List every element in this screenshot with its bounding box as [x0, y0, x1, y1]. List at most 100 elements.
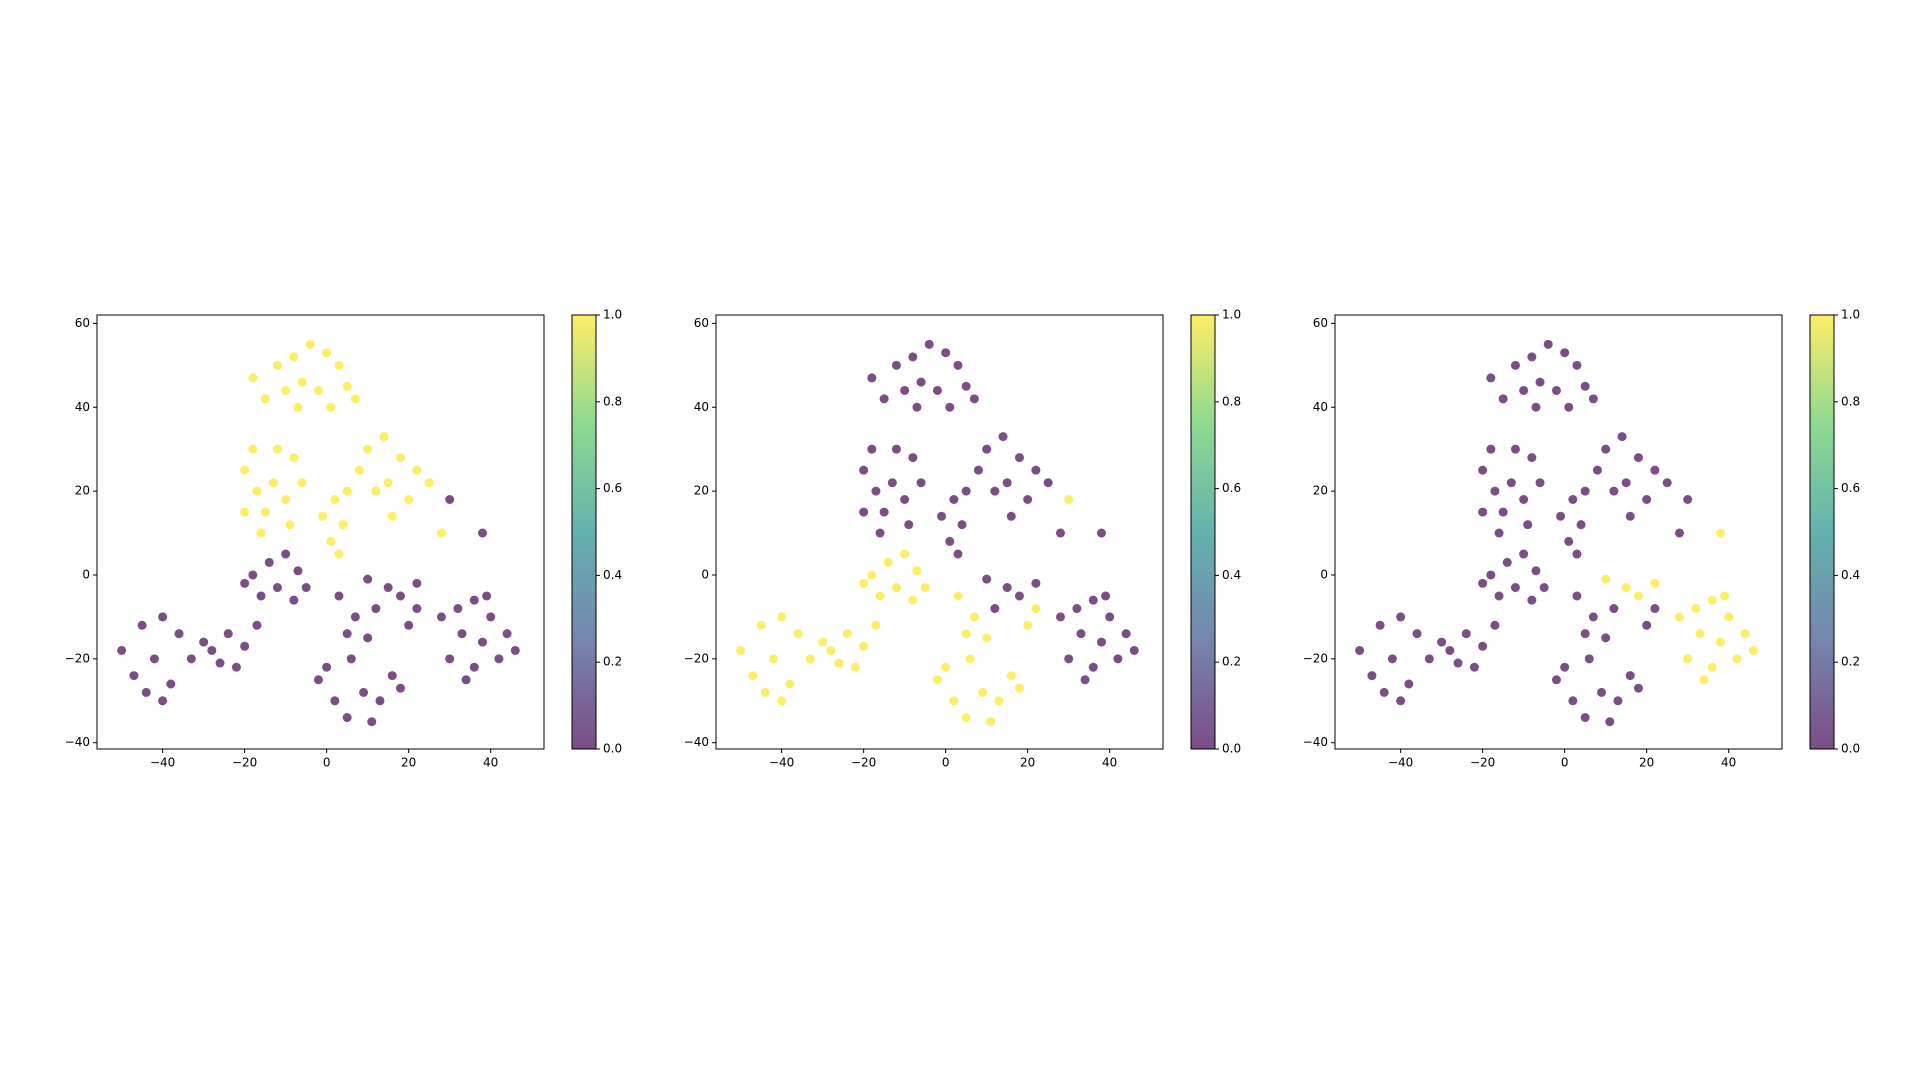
point [756, 620, 766, 630]
point [199, 637, 209, 647]
point [859, 465, 869, 475]
point [871, 486, 881, 496]
point [1088, 662, 1098, 672]
point [342, 629, 352, 639]
point [338, 520, 348, 530]
point [272, 360, 282, 370]
point [281, 549, 291, 559]
point [1396, 612, 1406, 622]
point [326, 536, 336, 546]
point [1551, 675, 1561, 685]
point [777, 696, 787, 706]
point [760, 687, 770, 697]
point [875, 591, 885, 601]
point [350, 612, 360, 622]
point [342, 486, 352, 496]
point [1113, 654, 1123, 664]
point [1580, 713, 1590, 723]
point [326, 402, 336, 412]
point [1683, 495, 1693, 505]
point [1486, 373, 1496, 383]
point [1080, 675, 1090, 685]
point [1412, 629, 1422, 639]
point [1609, 604, 1619, 614]
point [879, 507, 889, 517]
point [313, 675, 323, 685]
point [949, 495, 959, 505]
point [404, 495, 414, 505]
colorbar-tick-label: 0.6 [1222, 481, 1241, 495]
y-tick-label: 40 [75, 400, 90, 414]
y-tick-label: 0 [701, 567, 709, 581]
colorbar-tick-label: 0.8 [603, 394, 622, 408]
point [1519, 495, 1529, 505]
point [777, 612, 787, 622]
point [982, 444, 992, 454]
y-tick-label: 60 [1313, 316, 1328, 330]
point [932, 385, 942, 395]
x-tick-label: 0 [942, 756, 950, 770]
y-tick-label: 40 [694, 400, 709, 414]
point [1006, 511, 1016, 521]
point [1609, 486, 1619, 496]
point [1379, 687, 1389, 697]
point [912, 402, 922, 412]
point [1572, 591, 1582, 601]
point [908, 453, 918, 463]
y-tick-label: 20 [1313, 484, 1328, 498]
point [1633, 453, 1643, 463]
point [494, 654, 504, 664]
point [953, 360, 963, 370]
colorbar-tick-label: 0.4 [1222, 568, 1241, 582]
point [367, 717, 377, 727]
point [289, 453, 299, 463]
point [436, 612, 446, 622]
scatter-plot [736, 339, 1139, 727]
point [293, 402, 303, 412]
point [1584, 654, 1594, 664]
point [248, 570, 258, 580]
point [502, 629, 512, 639]
point [371, 604, 381, 614]
point [1121, 629, 1131, 639]
x-tick-label: 0 [1561, 756, 1569, 770]
y-tick-label: −40 [65, 735, 90, 749]
point [354, 465, 364, 475]
point [412, 578, 422, 588]
point [1064, 495, 1074, 505]
point [1072, 604, 1082, 614]
point [1486, 570, 1496, 580]
y-tick-label: −20 [684, 651, 709, 665]
point [1088, 595, 1098, 605]
point [264, 557, 274, 567]
point [1469, 662, 1479, 672]
point [1564, 402, 1574, 412]
point [342, 381, 352, 391]
point [1478, 641, 1488, 651]
point [297, 377, 307, 387]
x-tick-label: −40 [769, 756, 794, 770]
point [1642, 620, 1652, 630]
point [916, 377, 926, 387]
point [1715, 528, 1725, 538]
point [1580, 629, 1590, 639]
point [1375, 620, 1385, 630]
point [293, 566, 303, 576]
point [1424, 654, 1434, 664]
x-tick-label: −20 [1470, 756, 1495, 770]
point [1740, 629, 1750, 639]
colorbar-tick-label: 0.6 [603, 481, 622, 495]
point [240, 578, 250, 588]
point [482, 591, 492, 601]
point [1625, 671, 1635, 681]
point [231, 662, 241, 672]
point [1633, 683, 1643, 693]
colorbar-tick-label: 0.2 [1841, 655, 1860, 669]
point [387, 511, 397, 521]
point [912, 566, 922, 576]
point [363, 444, 373, 454]
colorbar-tick-label: 0.8 [1841, 394, 1860, 408]
point [994, 696, 1004, 706]
point [1031, 578, 1041, 588]
point [1023, 495, 1033, 505]
